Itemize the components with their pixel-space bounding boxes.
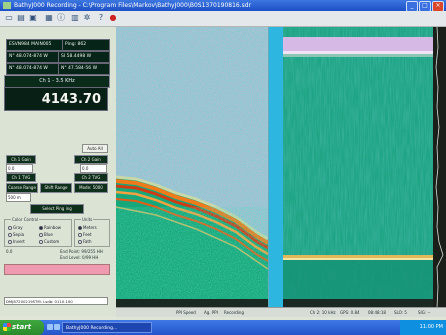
gear-icon[interactable]: ✲ <box>83 13 91 22</box>
depth-readout: 4143.70 <box>4 87 108 111</box>
lcd-row3-right: N° 47.584-56 W <box>58 63 110 75</box>
control-panel: ESVN984 MAIN005 Ping: 862 N° 48.074-874 … <box>0 27 116 316</box>
status-gps: GPS: 0.84 <box>340 310 360 315</box>
color-option-blue[interactable]: Blue <box>39 232 53 237</box>
units-option-fath[interactable]: Fath <box>78 239 92 244</box>
status-time: 08:48:18 <box>368 310 386 315</box>
ch1-gain-input[interactable]: 0.0 <box>6 164 33 173</box>
units-option-feet[interactable]: Feet <box>78 232 92 237</box>
lcd-row2-left: N° 48.074-874 W <box>6 51 60 63</box>
signal-trace-strip <box>433 26 446 308</box>
status-recording: Recording <box>224 310 245 315</box>
open-icon[interactable]: ▤ <box>17 13 25 22</box>
chart-icon[interactable]: ▥ <box>71 13 79 22</box>
auto-all-button[interactable]: Auto All <box>82 144 108 153</box>
threshold-min-label: End Level: 0/99 HH <box>60 255 99 260</box>
status-sig: SIG: -- <box>418 310 431 315</box>
quicklaunch-icon[interactable] <box>47 324 53 330</box>
color-threshold-bar[interactable] <box>4 264 110 275</box>
threshold-low-label: 0.0 <box>6 249 13 254</box>
lcd-row3-left: N° 48.074-874 W <box>6 63 60 75</box>
record-icon[interactable]: ● <box>109 13 117 22</box>
file-path-field: DMJ87200219STM: Lsdb: 0110.100 <box>4 297 108 305</box>
status-ping-rate: Ag. PPI <box>204 310 218 315</box>
windows-logo-icon <box>3 323 11 331</box>
units-group: Units Meters Feet Fath <box>74 217 110 247</box>
lcd-row1-left: ESVN984 MAIN005 <box>6 39 64 51</box>
ch1-gain-button[interactable]: Ch 1 Gain <box>6 155 36 164</box>
status-bar: PPI Speed Ag. PPI Recording Ch 2: 10 kHz… <box>116 307 446 317</box>
color-option-rainbow[interactable]: Rainbow <box>39 225 61 230</box>
save-icon[interactable]: ▣ <box>29 13 37 22</box>
color-option-invert[interactable]: Invert <box>8 239 25 244</box>
app-icon <box>3 2 11 9</box>
taskbar: start BathyJ000 Recording... 11:00 PM <box>0 320 446 335</box>
start-button[interactable]: start <box>0 320 44 335</box>
select-ping-button[interactable]: Select Ping ing <box>30 204 84 214</box>
ch2-tvg-button[interactable]: Ch 2 TVG <box>74 173 108 182</box>
color-option-gray[interactable]: Gray <box>8 225 23 230</box>
lcd-row2-right: SI 58.4498 W <box>58 51 110 63</box>
print-icon[interactable]: ▦ <box>45 13 53 22</box>
ch1-tvg-button[interactable]: Ch 1 TVG <box>6 173 36 182</box>
signal-trace <box>435 26 444 308</box>
units-title: Units <box>81 217 94 222</box>
channel-divider[interactable] <box>268 27 284 307</box>
system-tray-clock: 11:00 PM <box>400 320 446 335</box>
info-icon[interactable]: ⓘ <box>57 13 65 22</box>
status-ch2-label: Ch 2: 10 kHz <box>310 310 336 315</box>
title-bar: BathyJ000 Recording - C:\Program Files\M… <box>0 0 446 12</box>
color-option-custom[interactable]: Custom <box>39 239 59 244</box>
quicklaunch-icon[interactable] <box>54 324 60 330</box>
window-title: BathyJ000 Recording - C:\Program Files\M… <box>14 2 252 9</box>
echogram-ch1[interactable] <box>116 27 268 307</box>
color-control-title: Color Control <box>11 217 40 222</box>
help-icon[interactable]: ? <box>98 13 104 22</box>
color-option-sepia[interactable]: Sepia <box>8 232 24 237</box>
status-ping-speed: PPI Speed <box>176 310 196 315</box>
threshold-max-label: End Point: 99/255 HH <box>60 249 103 254</box>
toolbar: ▭ ▤ ▣ ▦ ⓘ ▥ ✲ ? ● <box>0 11 446 27</box>
ch2-gain-button[interactable]: Ch 2 Gain <box>74 155 108 164</box>
range-mode-display: Mode: 5000 <box>74 183 108 193</box>
range-select[interactable]: 500 m <box>6 193 31 202</box>
coarse-range-button[interactable]: Coarse Range <box>6 183 38 193</box>
echogram-ch1-canvas <box>116 27 268 307</box>
lcd-row1-right: Ping: 862 <box>62 39 110 51</box>
status-sog: SLO: 5 <box>394 310 407 315</box>
taskbar-item-bathy[interactable]: BathyJ000 Recording... <box>62 322 152 333</box>
shift-range-button[interactable]: Shift Range <box>40 183 72 193</box>
new-icon[interactable]: ▭ <box>5 13 13 22</box>
units-option-meters[interactable]: Meters <box>78 225 97 230</box>
color-control-group: Color Control Gray Rainbow Sepia Blue In… <box>4 217 72 247</box>
echogram-ch2[interactable] <box>283 27 433 307</box>
ch2-gain-input[interactable]: 0.0 <box>80 164 107 173</box>
echogram-ch2-canvas <box>283 27 433 307</box>
